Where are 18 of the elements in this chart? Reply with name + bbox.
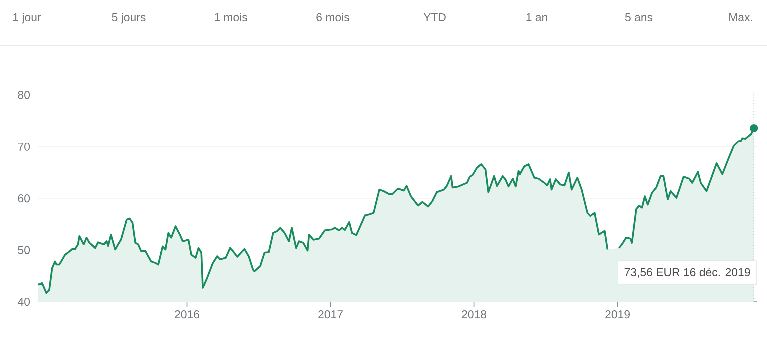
text: 6 mois bbox=[316, 13, 350, 22]
text: YTD bbox=[424, 14, 446, 22]
x-tick-label: 2017 bbox=[318, 310, 343, 319]
annotation: 73,56 EUR 16 déc. 2019 bbox=[624, 268, 750, 278]
x-tick-label: 2016 bbox=[175, 310, 200, 319]
text: 1 jour bbox=[14, 13, 42, 24]
x-tick-label: 2019 bbox=[606, 310, 630, 319]
text: 5 ans bbox=[625, 14, 653, 22]
text: 5 jours bbox=[112, 13, 146, 24]
y-tick-label: 60 bbox=[18, 194, 30, 203]
y-tick-label: 50 bbox=[18, 246, 30, 254]
text: 1 mois bbox=[215, 13, 248, 22]
y-tick-label: 70 bbox=[18, 142, 30, 151]
x-tick-label: 2018 bbox=[462, 310, 487, 319]
y-tick-label: 40 bbox=[18, 298, 30, 306]
text: Max. bbox=[730, 14, 752, 22]
y-tick-label: 80 bbox=[18, 91, 30, 100]
text: 1 an bbox=[526, 14, 548, 22]
